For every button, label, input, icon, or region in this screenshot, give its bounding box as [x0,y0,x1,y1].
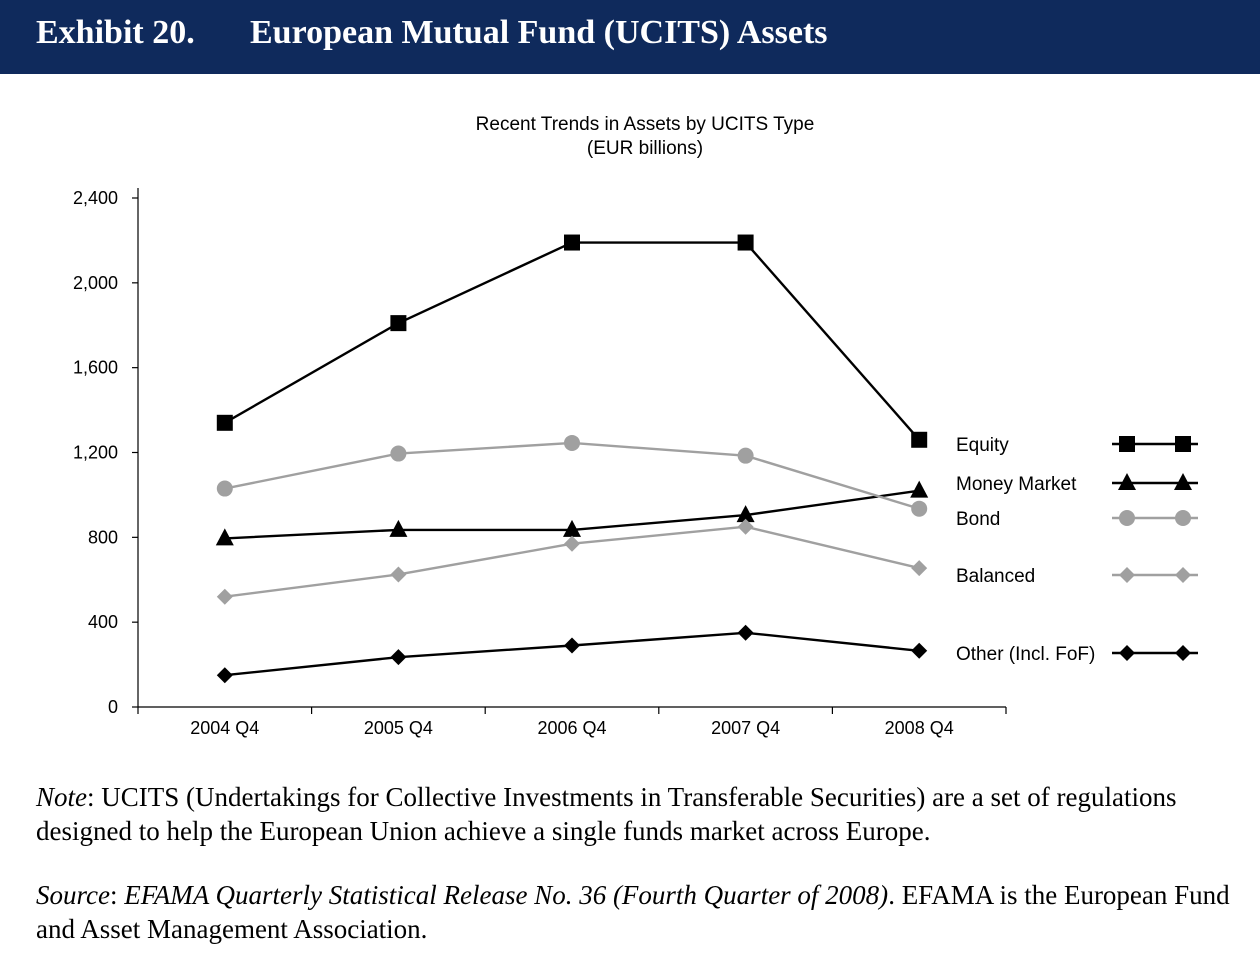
x-tick-label: 2005 Q4 [364,718,433,738]
note-text: : UCITS (Undertakings for Collective Inv… [36,782,1177,846]
legend-item-equity: Equity [956,435,1198,456]
chart-subtitle: (EUR billions) [587,138,703,159]
legend-label: Other (Incl. FoF) [956,644,1095,665]
source-paragraph: Source: EFAMA Quarterly Statistical Rele… [36,880,1230,944]
data-point-balanced [216,588,233,605]
data-point-money-market [910,480,929,498]
y-tick-label: 2,000 [73,273,118,293]
line-chart: Recent Trends in Assets by UCITS Type (E… [73,114,1198,738]
legend-marker [1118,473,1136,490]
data-point-other-incl-fof [390,649,407,666]
x-tick-label: 2004 Q4 [190,718,259,738]
legend-marker [1119,510,1135,526]
note-paragraph: Note: UCITS (Undertakings for Collective… [36,780,1236,848]
x-tick-label: 2006 Q4 [537,718,606,738]
data-point-equity [737,234,754,251]
legend-marker [1175,510,1191,526]
data-point-money-market [215,528,234,546]
data-point-other-incl-fof [564,637,580,654]
legend-marker [1119,567,1135,583]
data-point-other-incl-fof [911,642,928,659]
legend-item-money-market: Money Market [956,473,1198,495]
legend-label: Money Market [956,474,1077,495]
series-line-equity [224,241,921,441]
data-point-money-market [389,519,408,537]
series-other-incl-fof [216,624,928,684]
y-tick-label: 800 [88,527,118,547]
exhibit-banner: Exhibit 20. European Mutual Fund (UCITS)… [0,0,1260,74]
series-equity [216,234,928,448]
exhibit-title: European Mutual Fund (UCITS) Assets [250,14,828,51]
series-bond [216,434,928,517]
data-point-equity [911,431,928,448]
legend-marker [1174,473,1192,490]
data-point-balanced [911,560,928,577]
data-point-bond [737,447,754,464]
legend-item-bond: Bond [956,509,1198,530]
legend-label: Bond [956,509,1000,530]
source-publication: EFAMA Quarterly Statistical Release No. … [124,880,889,910]
data-point-bond [390,445,407,462]
y-tick-label: 0 [108,697,118,717]
data-point-other-incl-fof [216,667,233,684]
source-text: . EFAMA is the European Fund and Asset M… [36,880,1230,944]
chart-series [215,234,929,684]
data-point-equity [390,315,407,332]
data-point-equity [564,234,580,251]
data-point-bond [564,434,580,451]
series-money-market [215,480,929,546]
source-label: Source [36,880,110,910]
chart-axes: 0 400 800 1,200 1,600 2,000 2,400 2004 Q4 2005 Q… [73,188,1007,738]
data-point-balanced [737,518,754,535]
legend-label: Equity [956,435,1009,456]
legend-marker [1175,567,1191,583]
data-point-equity [216,414,233,431]
exhibit-number: Exhibit 20. [36,14,195,51]
legend-marker [1175,436,1191,452]
legend-marker [1175,645,1191,661]
legend-item-balanced: Balanced [956,566,1198,587]
legend-marker [1119,645,1135,661]
data-point-balanced [564,535,580,552]
x-tick-label: 2008 Q4 [885,718,954,738]
y-tick-label: 2,400 [73,188,118,208]
data-point-balanced [390,566,407,583]
x-tick-label: 2007 Q4 [711,718,780,738]
chart-legend: Equity Money Market Bond Balanced Other (Inc… [956,435,1198,665]
series-line-bond [224,441,920,510]
data-point-other-incl-fof [737,624,754,641]
legend-label: Balanced [956,566,1035,587]
data-point-money-market [736,505,755,523]
legend-item-other-incl-fof: Other (Incl. FoF) [956,644,1198,665]
data-point-bond [911,500,928,517]
note-label: Note [36,782,87,812]
y-tick-label: 1,200 [73,443,118,463]
y-tick-label: 1,600 [73,358,118,378]
data-point-money-market [563,519,581,537]
chart-title: Recent Trends in Assets by UCITS Type [476,114,815,135]
series-balanced [216,518,928,605]
legend-marker [1119,436,1135,452]
y-tick-label: 400 [88,612,118,632]
data-point-bond [216,480,233,497]
